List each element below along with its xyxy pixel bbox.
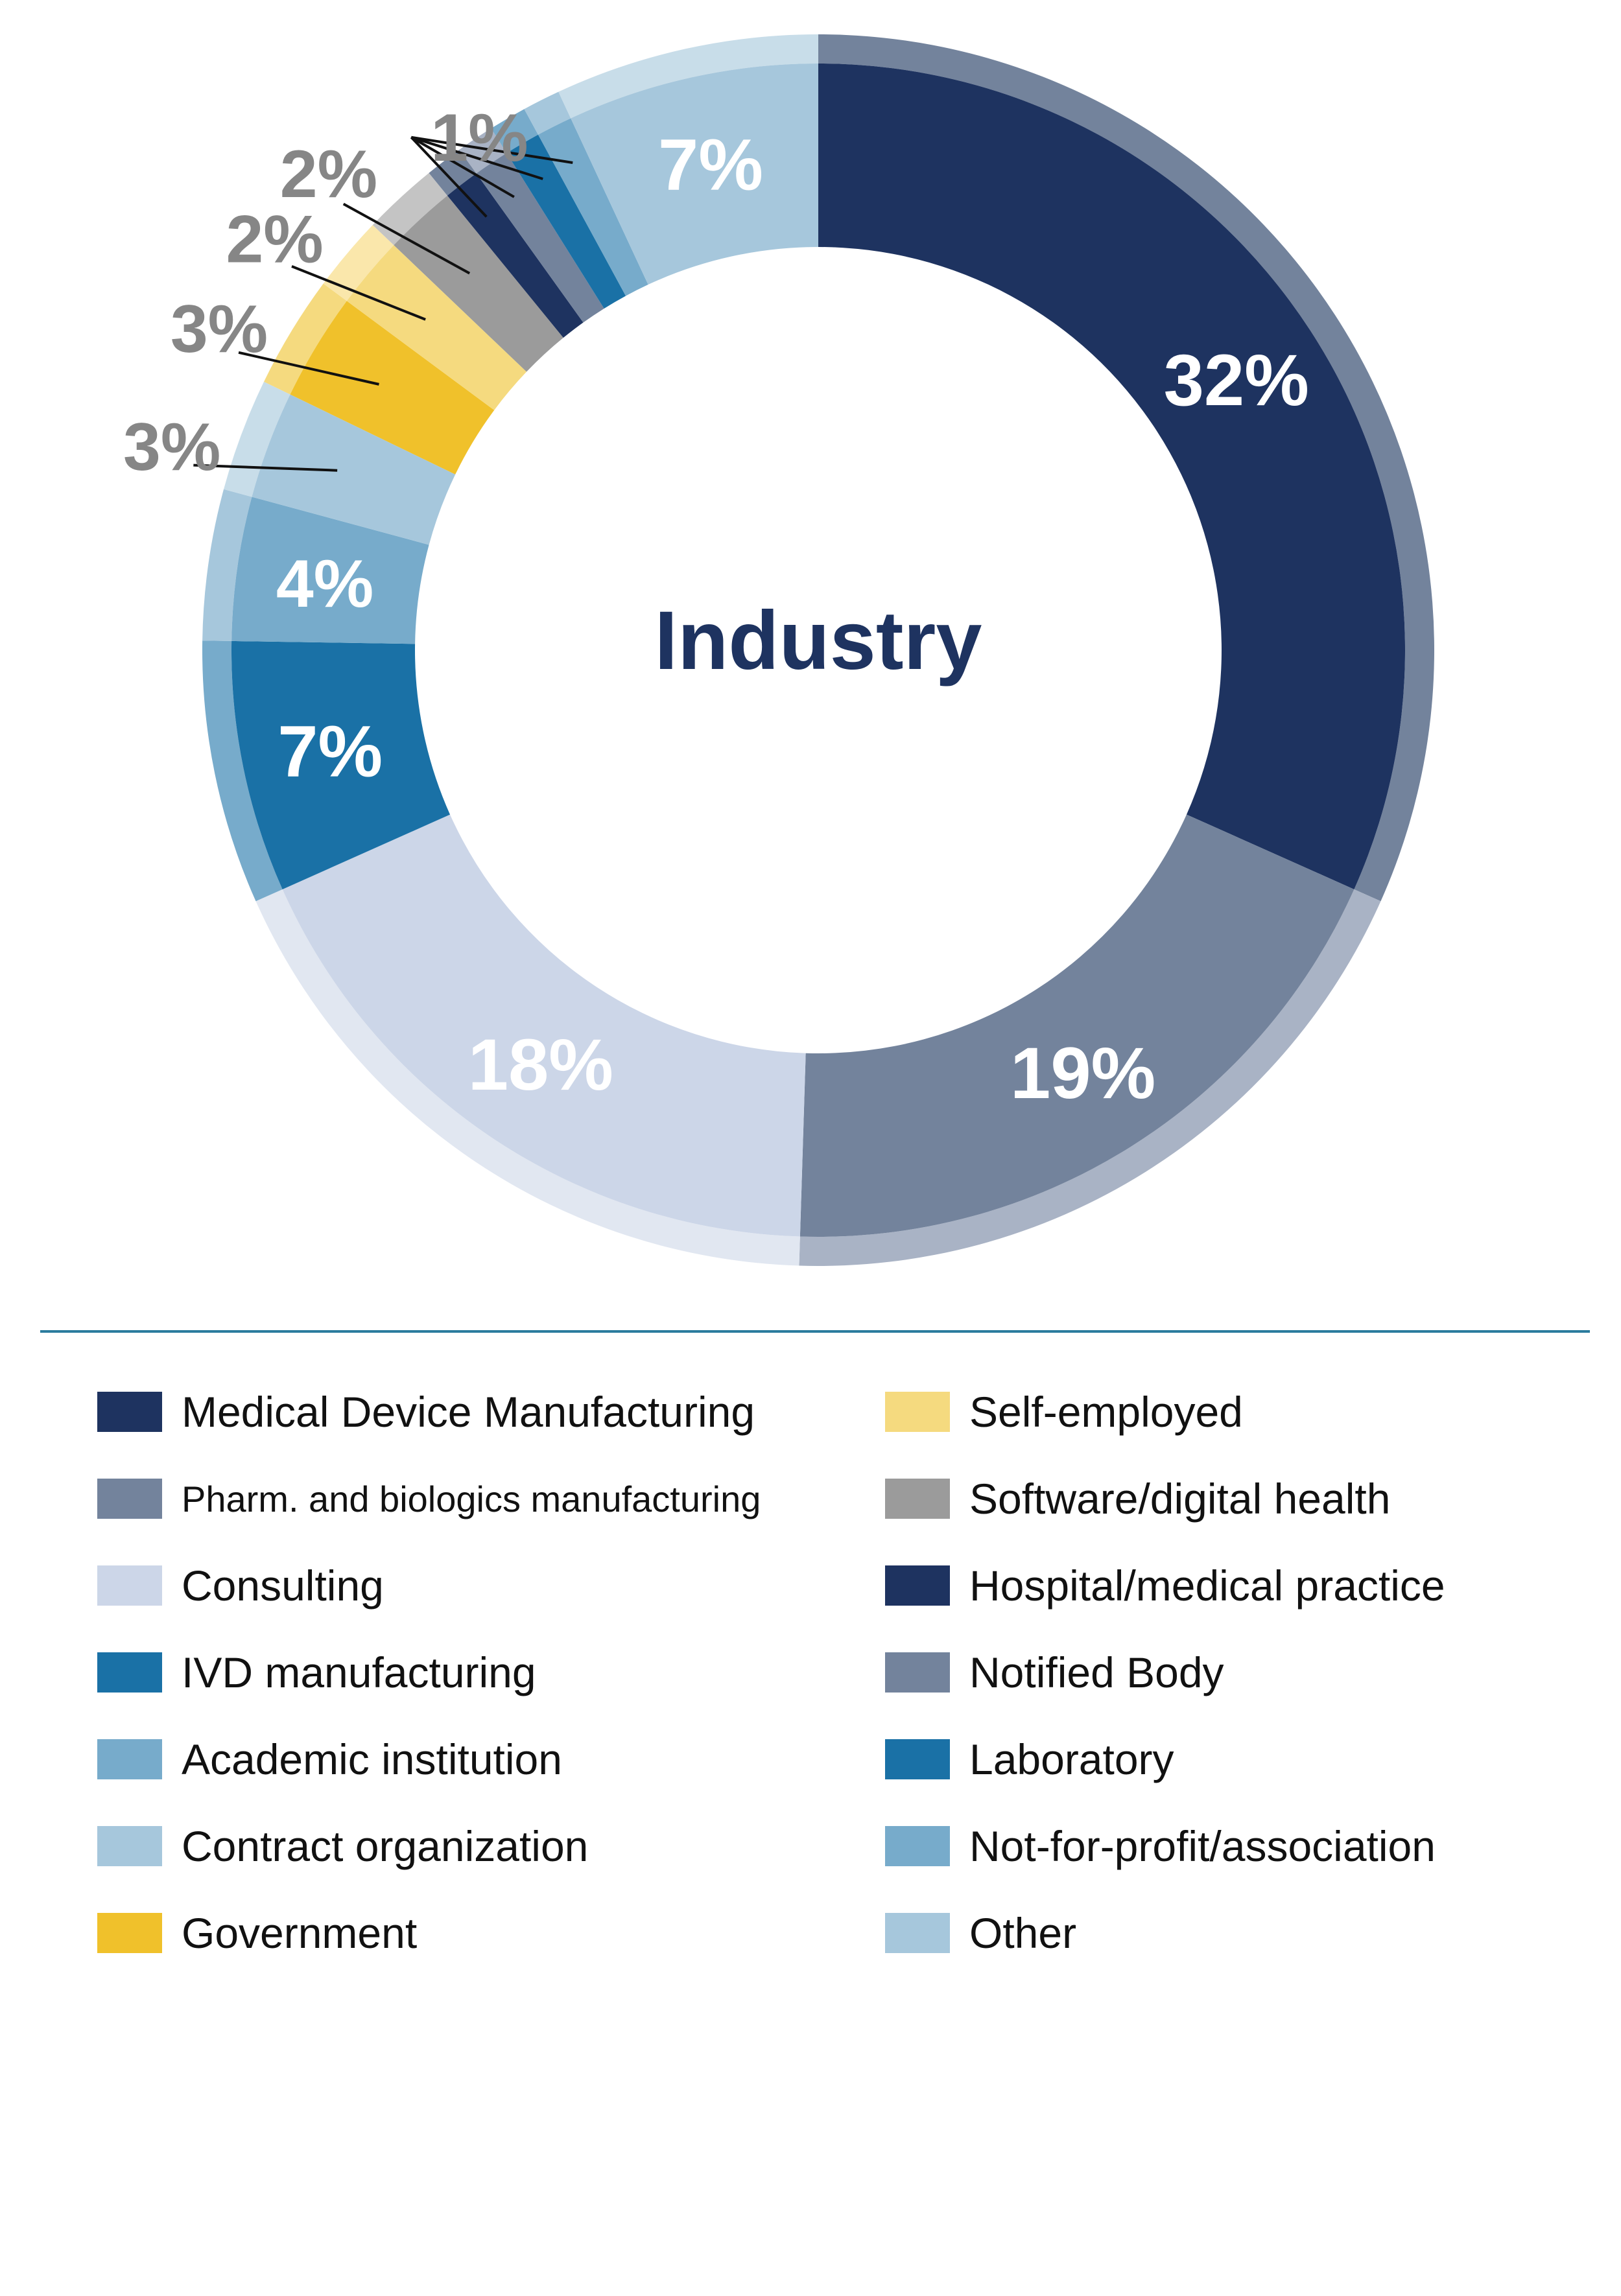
legend-item: Other	[885, 1902, 1611, 1964]
slice-label-8: 2%	[226, 202, 323, 277]
slice-outer-9	[372, 172, 447, 246]
legend-label: Self-employed	[969, 1388, 1243, 1436]
leader-line-12	[410, 135, 543, 180]
legend-item: Government	[97, 1902, 823, 1964]
slice-label-14: 7%	[658, 124, 763, 205]
legend-column-right: Self-employed Software/digital health Ho…	[885, 1381, 1611, 1989]
slice-1	[818, 64, 1405, 889]
legend-label: Software/digital health	[969, 1475, 1391, 1523]
legend-item: Self-employed	[885, 1381, 1611, 1443]
slice-10	[447, 173, 584, 338]
slice-9	[394, 195, 563, 372]
leader-line-6	[193, 463, 338, 472]
legend-swatch	[885, 1392, 950, 1432]
slice-outer-5	[202, 489, 252, 641]
legend-item: Academic institution	[97, 1728, 823, 1790]
legend-label: Pharm. and biologics manufacturing	[182, 1478, 761, 1519]
legend-swatch	[97, 1565, 162, 1606]
chart-title: Industry	[655, 594, 982, 687]
slice-3	[282, 814, 806, 1237]
slice-6	[252, 394, 456, 545]
legend-item: Laboratory	[885, 1728, 1611, 1790]
legend-swatch	[885, 1913, 950, 1953]
legend-label: Not-for-profit/association	[969, 1822, 1436, 1870]
legend-item: Not-for-profit/association	[885, 1815, 1611, 1877]
leader-line-9	[342, 202, 471, 275]
slice-2	[799, 814, 1355, 1237]
legend-swatch	[885, 1652, 950, 1693]
leader-line-10	[410, 136, 488, 218]
legend-swatch	[97, 1392, 162, 1432]
slice-label-4: 7%	[278, 710, 383, 791]
slice-8	[346, 245, 527, 410]
inner-ring	[231, 64, 1405, 1237]
legend-label: Hospital/medical practice	[969, 1562, 1445, 1610]
legend-swatch	[885, 1565, 950, 1606]
legend-label: Government	[182, 1909, 418, 1957]
slice-outer-2	[799, 889, 1381, 1266]
slice-outer-3	[255, 889, 800, 1266]
slice-label-3: 18%	[468, 1024, 613, 1105]
slice-11	[476, 153, 604, 323]
legend-item: IVD manufacturing	[97, 1641, 823, 1704]
legend-label: Notified Body	[969, 1648, 1224, 1696]
slice-label-5: 4%	[276, 546, 373, 622]
legend-item: Software/digital health	[885, 1468, 1611, 1530]
outer-ring	[202, 34, 1434, 1266]
slice-label-6: 3%	[123, 410, 220, 485]
leader-lines	[193, 135, 573, 472]
legend-item: Consulting	[97, 1554, 823, 1617]
legend-divider	[40, 1330, 1590, 1333]
legend-item: Notified Body	[885, 1641, 1611, 1704]
legend-swatch	[885, 1739, 950, 1779]
legend-label: Contract organization	[182, 1822, 589, 1870]
leader-line-11	[410, 136, 515, 198]
slice-outer-1	[818, 34, 1434, 902]
slice-outer-4	[202, 640, 283, 902]
leader-line-7	[238, 351, 379, 386]
legend-label: Other	[969, 1909, 1077, 1957]
legend-swatch	[885, 1479, 950, 1519]
slice-outer-13	[524, 91, 571, 135]
legend-item: Pharm. and biologics manufacturing	[97, 1468, 823, 1530]
legend-swatch	[97, 1826, 162, 1866]
slice-labels: 32% 19% 18% 7% 4% 3% 3% 2%2% 7% 1%	[123, 100, 1309, 1114]
legend-label: IVD manufacturing	[182, 1648, 536, 1696]
legend-label: Laboratory	[969, 1735, 1174, 1783]
legend-column-left: Medical Device Manufacturing Pharm. and …	[97, 1381, 823, 1989]
slice-outer-14	[558, 34, 818, 119]
slice-4	[231, 640, 451, 889]
legend-label: Academic institution	[182, 1735, 562, 1783]
legend-swatch	[97, 1913, 162, 1953]
legend: Medical Device Manufacturing Pharm. and …	[97, 1381, 1556, 2003]
legend-swatch	[97, 1739, 162, 1779]
slice-5	[231, 497, 429, 644]
slice-label-2: 19%	[1010, 1033, 1155, 1114]
legend-label: Consulting	[182, 1562, 384, 1610]
legend-label: Medical Device Manufacturing	[182, 1388, 755, 1436]
slice-outer-11	[459, 128, 507, 174]
legend-item: Medical Device Manufacturing	[97, 1381, 823, 1443]
industry-donut-chart: 32% 19% 18% 7% 4% 3% 3% 2%2% 7% 1% Industry	[123, 34, 1434, 1266]
leader-line-8	[291, 265, 426, 321]
legend-swatch	[97, 1479, 162, 1519]
slice-7	[290, 301, 495, 474]
slice-label-shared-1pct: 1%	[431, 100, 528, 176]
slice-label-9: 2%	[280, 137, 377, 212]
slice-outer-8	[323, 225, 394, 301]
slice-outer-10	[429, 149, 477, 196]
legend-swatch	[97, 1652, 162, 1693]
leader-line-13	[410, 135, 573, 164]
legend-swatch	[885, 1826, 950, 1866]
slice-outer-7	[263, 283, 347, 395]
slice-14	[571, 64, 818, 285]
slice-outer-12	[491, 109, 538, 154]
legend-item: Contract organization	[97, 1815, 823, 1877]
legend-item: Hospital/medical practice	[885, 1554, 1611, 1617]
slice-label-1: 32%	[1164, 340, 1309, 421]
slice-label-7: 3%	[171, 292, 268, 367]
